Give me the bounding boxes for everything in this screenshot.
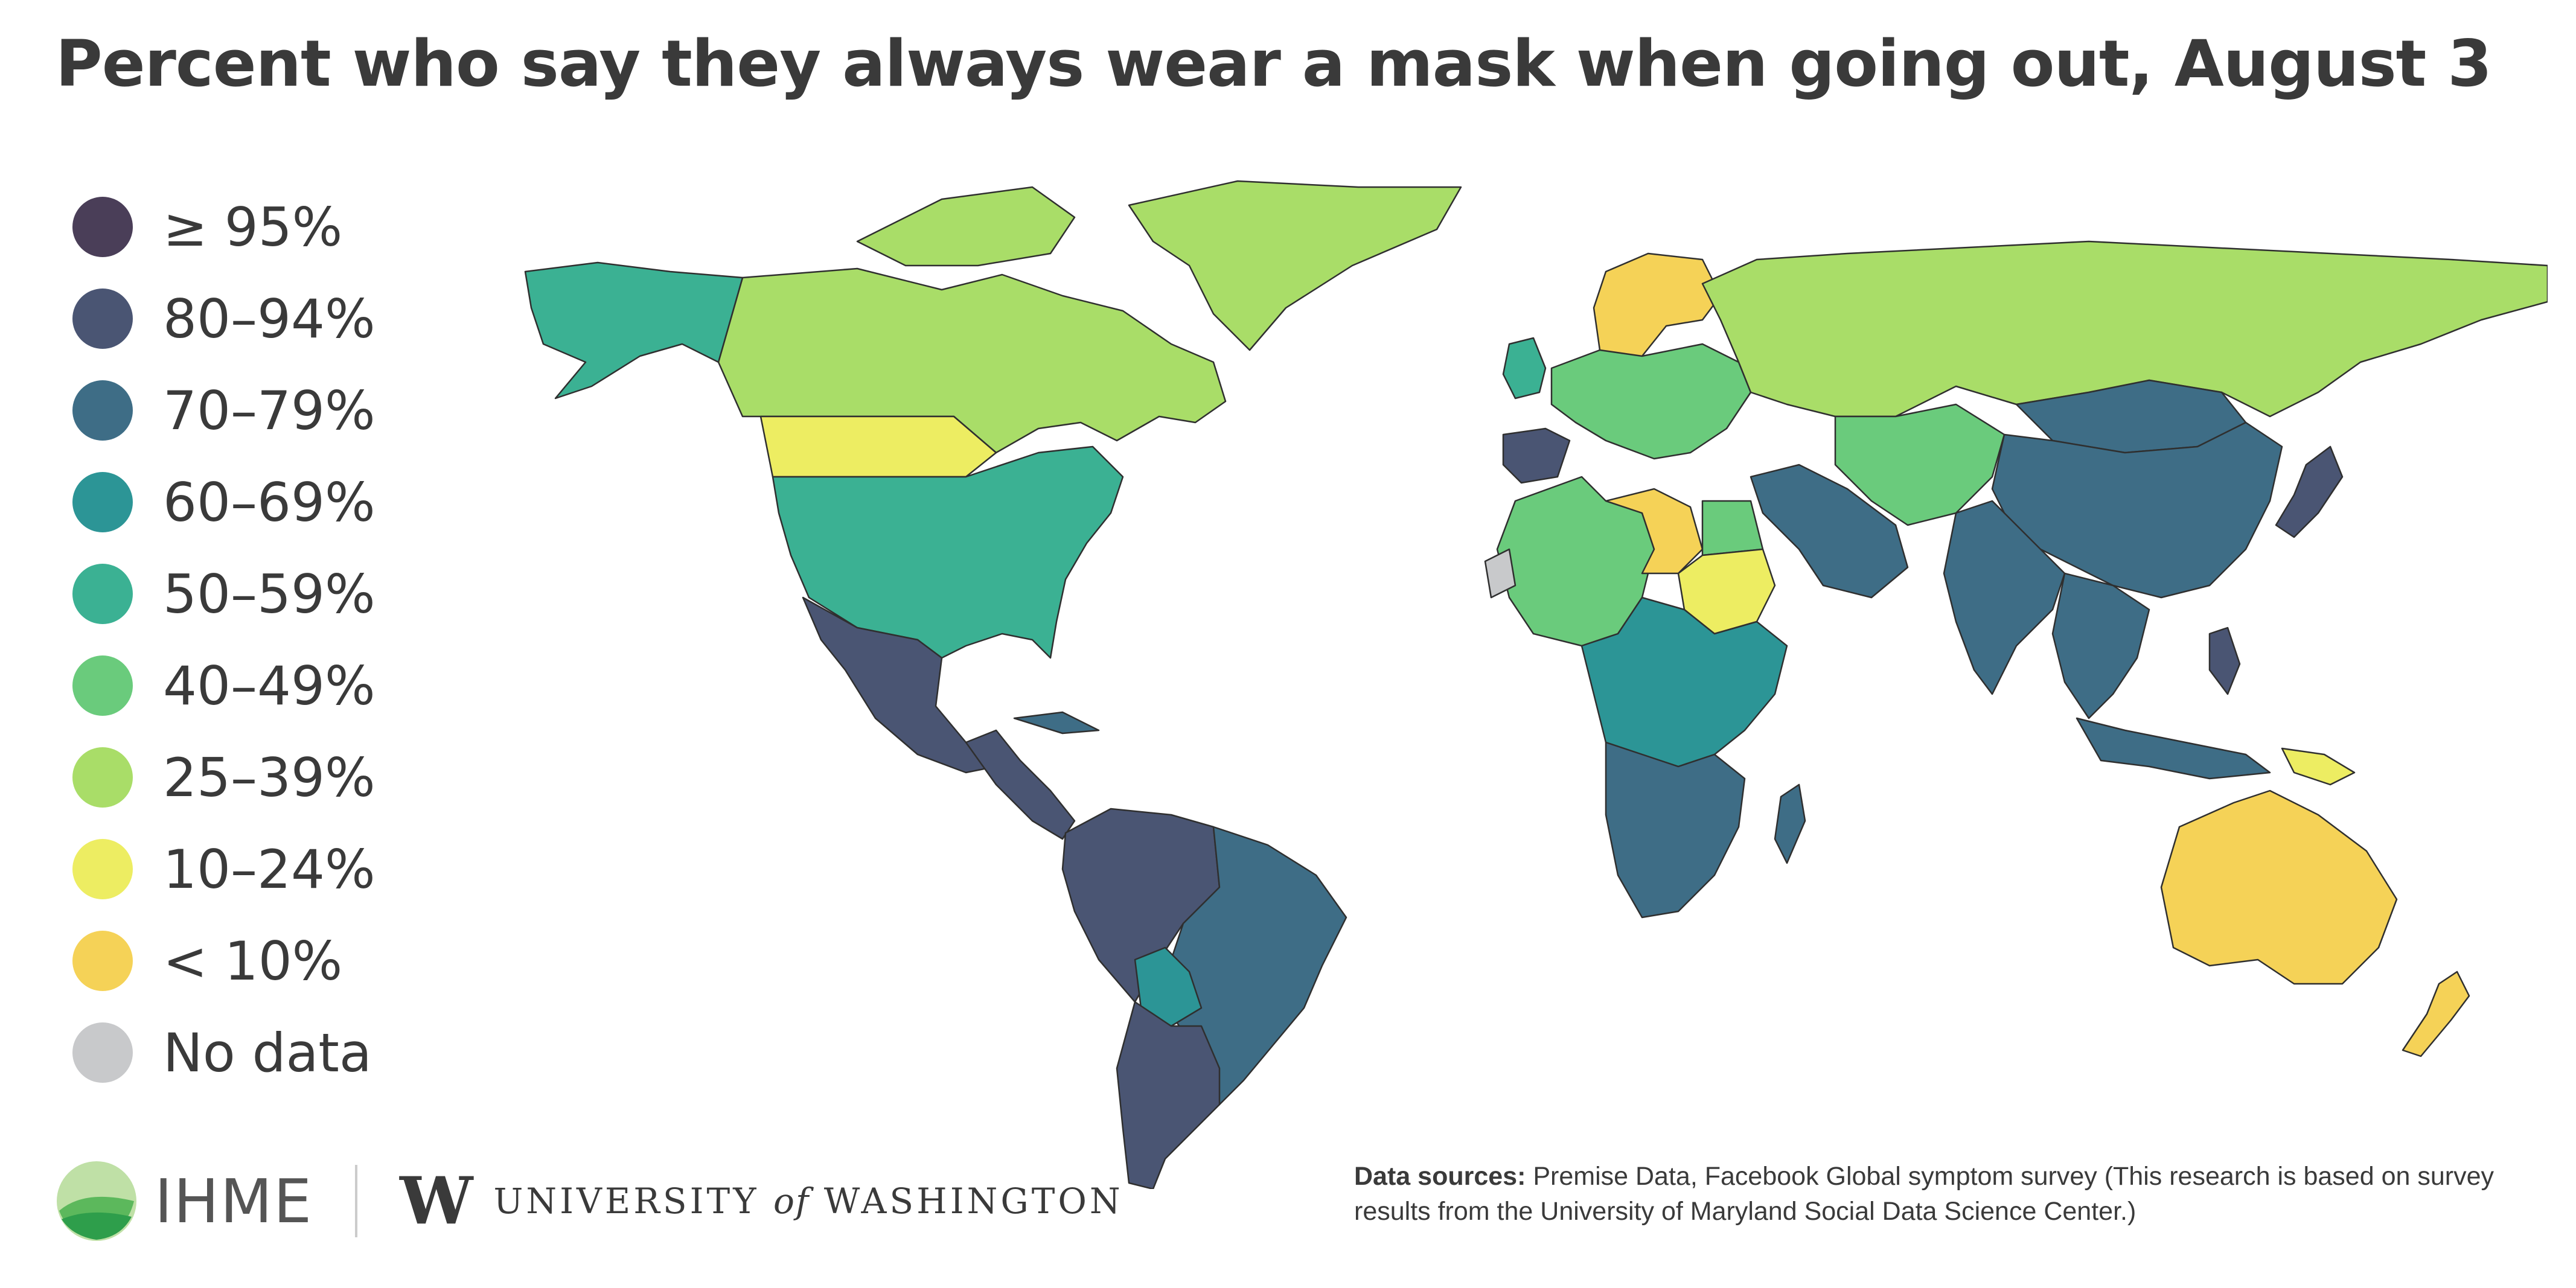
region-japan [2275, 445, 2344, 538]
world-map [524, 180, 2548, 1189]
region-southern-africa [1605, 741, 1746, 919]
logo-divider [355, 1165, 358, 1237]
data-sources-label: Data sources: [1354, 1162, 1526, 1191]
region-new-zealand [2402, 971, 2470, 1057]
legend-item-80-94: 80–94% [72, 273, 376, 365]
region-madagascar [1774, 783, 1806, 864]
logo-bar: IHME W UNIVERSITY of WASHINGTON [54, 1159, 1123, 1243]
region-caribbean [1013, 711, 1100, 735]
map-title: Percent who say they always wear a mask … [56, 27, 2492, 101]
region-uk [1502, 337, 1547, 400]
region-alaska [524, 261, 744, 400]
region-greenland [1128, 180, 1462, 351]
region-russia [1701, 240, 2548, 418]
uw-wordmark: UNIVERSITY of WASHINGTON [493, 1181, 1123, 1222]
region-western-sahara [1484, 548, 1517, 599]
legend-swatch [72, 380, 133, 441]
legend-item-60-69: 60–69% [72, 456, 376, 548]
region-png [2281, 747, 2356, 786]
data-sources-note: Data sources: Premise Data, Facebook Glo… [1354, 1159, 2501, 1229]
region-europe [1550, 343, 1752, 460]
legend-swatch [72, 197, 133, 257]
legend-label: 80–94% [163, 287, 376, 350]
legend-label: 10–24% [163, 838, 376, 901]
legend-label: 40–49% [163, 654, 376, 717]
legend-swatch [72, 655, 133, 716]
legend-label: < 10% [163, 929, 343, 992]
legend-label: 25–39% [163, 746, 376, 809]
region-central-asia [1834, 403, 2006, 526]
region-usa [772, 445, 1124, 659]
region-arctic-islands [856, 186, 1076, 267]
data-sources-text: Premise Data, Facebook Global symptom su… [1354, 1162, 2494, 1226]
region-indonesia [2076, 717, 2271, 780]
region-middle-east [1750, 464, 1909, 599]
region-australia [2160, 789, 2398, 985]
uw-wordmark-of: of [773, 1181, 810, 1222]
legend-label: 50–59% [163, 563, 376, 625]
region-egypt [1701, 500, 1764, 556]
legend-label: 60–69% [163, 471, 376, 534]
legend-item-10-24: 10–24% [72, 823, 376, 915]
legend-item-25-39: 25–39% [72, 732, 376, 823]
legend-label: 70–79% [163, 379, 376, 442]
legend-label: No data [163, 1021, 372, 1084]
legend-item-under-10: < 10% [72, 915, 376, 1007]
uw-wordmark-university: UNIVERSITY [493, 1181, 759, 1222]
legend-swatch [72, 564, 133, 624]
region-southern-cone [1116, 1001, 1221, 1189]
uw-wordmark-washington: WASHINGTON [823, 1181, 1123, 1222]
ihme-wordmark: IHME [155, 1165, 313, 1237]
legend-swatch [72, 839, 133, 899]
region-central-america [965, 729, 1076, 840]
legend-item-no-data: No data [72, 1007, 376, 1098]
legend-item-95-plus: ≥ 95% [72, 181, 376, 273]
region-south-america-north [1061, 808, 1221, 1003]
legend-swatch [72, 747, 133, 808]
legend-swatch [72, 931, 133, 991]
legend-item-70-79: 70–79% [72, 365, 376, 456]
region-india [1943, 500, 2066, 695]
legend-swatch [72, 472, 133, 532]
legend-swatch [72, 1022, 133, 1083]
region-southeast-asia [2051, 572, 2150, 719]
legend: ≥ 95% 80–94% 70–79% 60–69% 50–59% 40–49%… [72, 181, 376, 1098]
legend-label: ≥ 95% [163, 196, 343, 258]
region-philippines [2208, 626, 2241, 695]
legend-swatch [72, 289, 133, 349]
uw-w-logo-icon: W [400, 1163, 473, 1239]
region-iberia [1502, 427, 1571, 484]
region-us-north [759, 415, 997, 478]
ihme-leaf-icon [57, 1161, 136, 1241]
legend-item-40-49: 40–49% [72, 640, 376, 732]
legend-item-50-59: 50–59% [72, 548, 376, 640]
